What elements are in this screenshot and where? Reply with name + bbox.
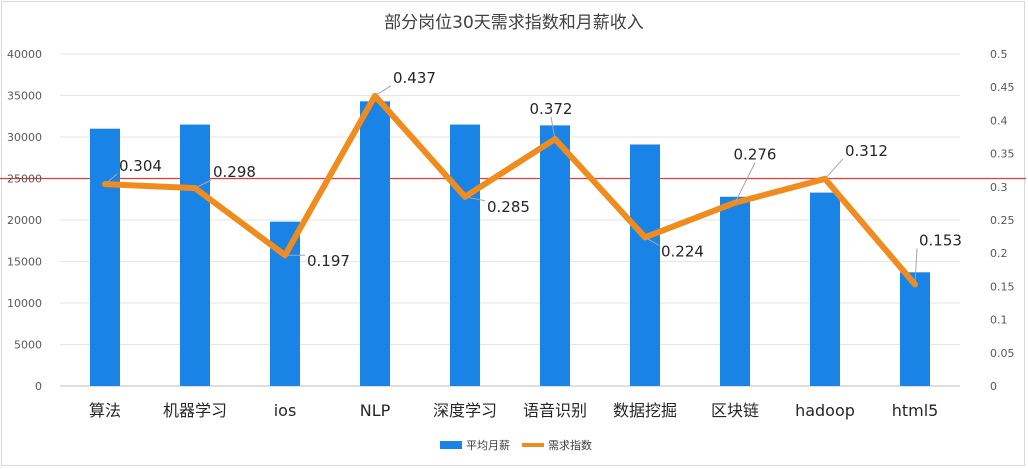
legend-label-line: 需求指数: [548, 438, 592, 452]
y-left-tick-label: 35000: [7, 90, 42, 103]
data-label: 0.197: [307, 252, 350, 270]
x-tick-label: hadoop: [795, 401, 855, 420]
y-left-tick-label: 25000: [7, 173, 42, 186]
y-left-tick-label: 40000: [7, 48, 42, 61]
y-right-tick-label: 0.4: [990, 114, 1008, 127]
leader-line: [734, 162, 756, 203]
bar: [900, 272, 930, 386]
bar: [810, 192, 840, 386]
leader-line: [104, 173, 118, 185]
leader-line: [824, 158, 844, 180]
x-tick-label: 语音识别: [523, 401, 587, 420]
y-left-tick-label: 5000: [14, 339, 42, 352]
data-label: 0.224: [661, 242, 704, 260]
bar: [360, 101, 390, 386]
legend-swatch-bar: [440, 441, 462, 449]
y-right-axis: 0 0.05 0.1 0.15 0.2 0.25 0.3 0.35 0.4 0.45 0.5: [990, 48, 1015, 393]
bar: [90, 128, 120, 386]
y-right-tick-label: 0.05: [990, 347, 1015, 360]
leader-line: [550, 116, 556, 140]
y-right-tick-label: 0.45: [990, 81, 1015, 94]
y-left-tick-label: 0: [35, 380, 42, 393]
data-label: 0.298: [213, 163, 256, 181]
data-label: 0.437: [393, 69, 436, 87]
leader-line: [464, 196, 486, 202]
bar: [450, 124, 480, 387]
line-path: [102, 92, 918, 288]
data-label: 0.312: [845, 142, 888, 160]
bar: [540, 125, 570, 386]
y-left-tick-label: 30000: [7, 131, 42, 144]
x-tick-label: ios: [274, 401, 297, 420]
x-tick-label: 区块链: [711, 401, 759, 420]
y-right-tick-label: 0.3: [990, 181, 1008, 194]
y-right-tick-label: 0.2: [990, 247, 1008, 260]
y-left-tick-label: 20000: [7, 214, 42, 227]
y-right-tick-label: 0.25: [990, 214, 1015, 227]
data-label: 0.153: [919, 231, 962, 249]
leader-line: [914, 248, 918, 285]
y-right-tick-label: 0.35: [990, 148, 1015, 161]
chart-title: 部分岗位30天需求指数和月薪收入: [384, 13, 644, 33]
y-left-axis: 0 5000 10000 15000 20000 25000 30000 35000 40000: [7, 48, 42, 393]
line-series: [102, 92, 918, 288]
leader-line: [644, 236, 660, 246]
bar: [180, 124, 210, 387]
x-tick-label: 算法: [89, 401, 121, 420]
x-tick-label: html5: [892, 401, 939, 420]
data-label: 0.276: [734, 146, 777, 164]
data-labels: 0.304 0.298 0.197 0.437 0.285 0.372 0.224 0.276…: [119, 69, 962, 270]
bars-series: [90, 101, 930, 387]
x-tick-label: NLP: [360, 401, 391, 420]
x-tick-label: 深度学习: [433, 401, 497, 420]
leader-line: [194, 179, 212, 189]
bar: [630, 144, 660, 386]
legend-label-bar: 平均月薪: [466, 439, 510, 452]
x-tick-label: 数据挖掘: [613, 401, 677, 420]
y-right-tick-label: 0.15: [990, 280, 1015, 293]
y-right-tick-label: 0: [990, 380, 997, 393]
data-label: 0.372: [530, 100, 573, 118]
data-label: 0.304: [119, 157, 162, 175]
bar: [720, 196, 750, 386]
y-left-tick-label: 15000: [7, 256, 42, 269]
y-right-tick-label: 0.5: [990, 48, 1008, 61]
y-right-tick-label: 0.1: [990, 314, 1008, 327]
data-label: 0.285: [487, 198, 530, 216]
leader-lines: [104, 85, 918, 285]
leader-line: [374, 85, 392, 97]
legend: 平均月薪 需求指数: [440, 438, 592, 452]
x-tick-label: 机器学习: [163, 401, 227, 420]
y-left-tick-label: 10000: [7, 297, 42, 310]
x-axis: 算法 机器学习 ios NLP 深度学习 语音识别 数据挖掘 区块链 hadoop html5: [89, 401, 938, 420]
